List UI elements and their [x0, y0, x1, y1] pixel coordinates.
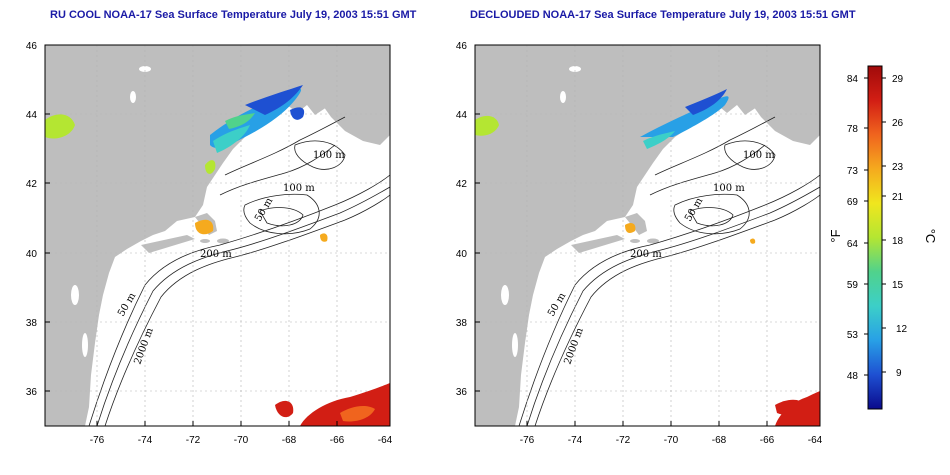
colorbar-f-tick: 78: [847, 124, 859, 135]
lon-tick-left: -74: [138, 435, 153, 446]
lon-tick-left: -66: [330, 435, 345, 446]
lon-tick-left: -64: [378, 435, 393, 446]
colorbar-c-tick: 23: [892, 162, 904, 173]
colorbar-c-tick: 9: [896, 368, 902, 379]
colorbar-c-tick: 29: [892, 74, 904, 85]
lon-tick-right: -68: [712, 435, 727, 446]
lat-tick-left: 44: [26, 110, 38, 121]
contour-label-100m-b: 100 m: [283, 183, 315, 194]
lat-tick-right: 40: [456, 249, 468, 260]
lon-tick-right: -72: [616, 435, 631, 446]
left-panel-title: RU COOL NOAA-17 Sea Surface Temperature …: [50, 9, 417, 21]
colorbar-f-tick: 84: [847, 74, 859, 85]
colorbar-f-tick: 59: [847, 280, 859, 291]
colorbar-c-tick: 26: [892, 118, 904, 129]
colorbar-f-tick: 48: [847, 371, 859, 382]
lon-tick-left: -72: [186, 435, 201, 446]
lon-tick-right: -64: [808, 435, 823, 446]
colorbar: 84 78 73 69 64 59 53 48 29 26 23 21 18 1…: [828, 65, 938, 410]
colorbar-c-tick: 12: [896, 324, 908, 335]
left-sst-overlay: [45, 85, 390, 426]
contour-label-200m: 200 m: [630, 249, 662, 260]
left-map-panel: 100 m 100 m 50 m 200 m 50 m 2000 m -76 -…: [26, 41, 393, 446]
lon-tick-left: -68: [282, 435, 297, 446]
lat-tick-right: 42: [456, 179, 468, 190]
colorbar-c-tick: 18: [892, 236, 904, 247]
lat-tick-left: 46: [26, 41, 38, 52]
lat-tick-right: 44: [456, 110, 468, 121]
lat-tick-right: 46: [456, 41, 468, 52]
contour-label-200m: 200 m: [200, 249, 232, 260]
lon-tick-right: -76: [520, 435, 535, 446]
contour-label-100m-a: 100 m: [313, 150, 345, 161]
lon-tick-right: -70: [664, 435, 679, 446]
lat-tick-right: 36: [456, 387, 468, 398]
colorbar-f-tick: 53: [847, 330, 859, 341]
lat-tick-left: 42: [26, 179, 38, 190]
colorbar-celsius-label: °C: [923, 229, 938, 244]
colorbar-f-tick: 69: [847, 197, 859, 208]
lon-tick-left: -76: [90, 435, 105, 446]
lat-tick-left: 40: [26, 249, 38, 260]
lon-tick-left: -70: [234, 435, 249, 446]
colorbar-fahrenheit-label: °F: [828, 229, 843, 242]
colorbar-c-tick: 15: [892, 280, 904, 291]
lon-tick-right: -66: [760, 435, 775, 446]
lat-tick-left: 36: [26, 387, 38, 398]
right-panel-title: DECLOUDED NOAA-17 Sea Surface Temperatur…: [470, 9, 856, 21]
right-map-panel: 100 m 100 m 50 m 200 m 50 m 2000 m -76 -…: [456, 41, 823, 446]
contour-label-100m-a: 100 m: [743, 150, 775, 161]
colorbar-f-tick: 64: [847, 239, 859, 250]
colorbar-gradient: [867, 65, 883, 410]
lat-tick-left: 38: [26, 318, 38, 329]
contour-label-100m-b: 100 m: [713, 183, 745, 194]
colorbar-c-tick: 21: [892, 192, 904, 203]
right-sst-overlay: [475, 89, 820, 426]
lat-tick-right: 38: [456, 318, 468, 329]
lon-tick-right: -74: [568, 435, 583, 446]
colorbar-f-tick: 73: [847, 166, 859, 177]
